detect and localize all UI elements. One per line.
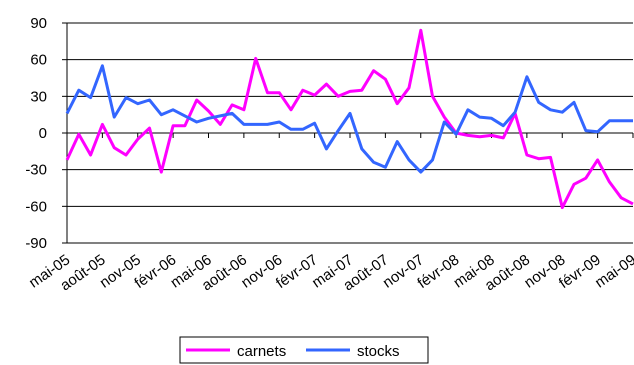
series-lines bbox=[65, 28, 634, 210]
series-line-stocks bbox=[65, 64, 633, 174]
y-tick-label: 0 bbox=[39, 125, 47, 142]
legend-label-carnets: carnets bbox=[237, 343, 286, 360]
y-tick-label: 30 bbox=[30, 88, 47, 105]
y-tick-labels: 90 60 30 0 -30 -60 -90 bbox=[25, 15, 47, 252]
y-tick-label: 60 bbox=[30, 52, 47, 69]
y-tick-label: -90 bbox=[25, 235, 47, 252]
x-tick-labels: mai-05août-05nov-05févr-06mai-06août-06n… bbox=[26, 251, 634, 294]
series-line-carnets bbox=[65, 28, 634, 210]
legend: carnets stocks bbox=[179, 336, 429, 364]
axes bbox=[62, 22, 634, 244]
y-tick-label: -30 bbox=[25, 162, 47, 179]
y-tick-label: 90 bbox=[30, 15, 47, 32]
legend-label-stocks: stocks bbox=[357, 343, 400, 360]
y-tick-label: -60 bbox=[25, 198, 47, 215]
